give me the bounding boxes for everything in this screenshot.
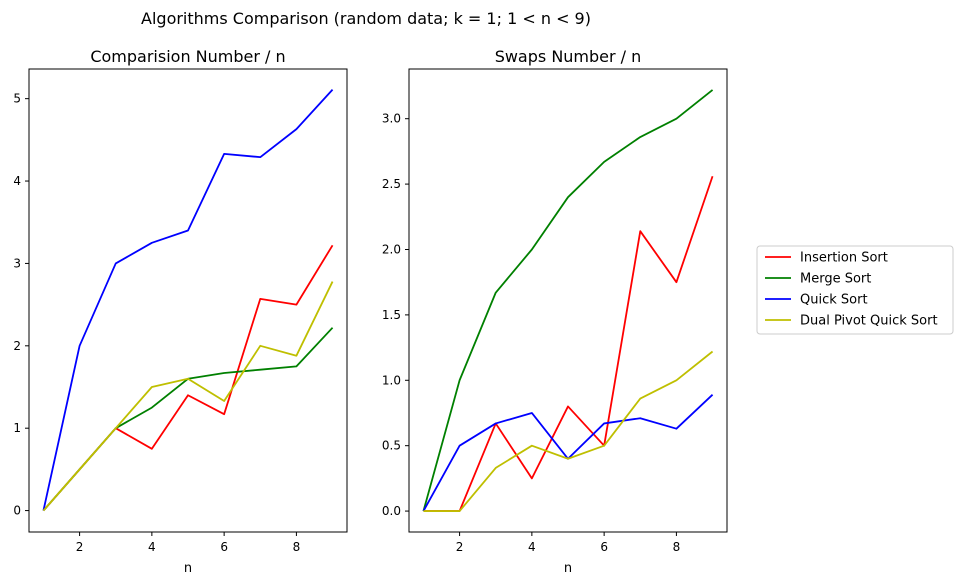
- y-tick-label: 1.5: [382, 308, 401, 322]
- series-line-merge-sort: [42, 327, 334, 512]
- legend-label-dual-pivot-quick-sort: Dual Pivot Quick Sort: [800, 314, 938, 329]
- y-tick-label: 0.5: [382, 439, 401, 453]
- chart-title: Comparision Number / n: [90, 47, 285, 66]
- x-tick-label: 6: [600, 540, 608, 554]
- y-tick-label: 3.0: [382, 112, 401, 126]
- y-tick-label: 0.0: [382, 504, 401, 518]
- x-tick-label: 2: [456, 540, 464, 554]
- x-tick-label: 6: [220, 540, 228, 554]
- y-tick-label: 2.0: [382, 242, 401, 256]
- legend-box: [756, 245, 954, 335]
- y-tick-label: 0: [13, 504, 21, 518]
- series-line-dual-pivot-quick-sort: [423, 350, 714, 512]
- legend-label-insertion-sort: Insertion Sort: [800, 251, 888, 266]
- y-tick-label: 5: [13, 92, 21, 106]
- y-tick-label: 2.5: [382, 177, 401, 191]
- y-tick-label: 3: [13, 256, 21, 270]
- y-tick-label: 1.0: [382, 373, 401, 387]
- series-line-dual-pivot-quick-sort: [42, 281, 334, 512]
- chart-panel-2: Swaps Number / n 2 4 6 8 0.0 0.5 1.0 1.5 2.0 2.5 3.…: [382, 47, 728, 576]
- axes-frame: [28, 68, 348, 533]
- x-axis-label: n: [184, 561, 192, 576]
- chart-panel-1: Comparision Number / n 2 4 6 8 0 1 2 3 4 5 n: [13, 47, 348, 576]
- series-line-merge-sort: [422, 89, 714, 512]
- figure-title: Algorithms Comparison (random data; k = …: [141, 9, 591, 28]
- legend-label-merge-sort: Merge Sort: [800, 272, 871, 287]
- y-tick-label: 2: [13, 339, 21, 353]
- x-tick-label: 8: [293, 540, 301, 554]
- y-tick-label: 1: [13, 421, 21, 435]
- chart-title: Swaps Number / n: [495, 47, 642, 66]
- series-line-insertion-sort: [423, 175, 714, 512]
- legend: Insertion Sort Merge Sort Quick Sort Dual P…: [756, 245, 954, 335]
- x-tick-label: 2: [76, 540, 84, 554]
- x-tick-label: 4: [528, 540, 536, 554]
- x-axis-label: n: [564, 561, 572, 576]
- series-line-quick-sort: [42, 88, 334, 511]
- axes-frame: [408, 68, 728, 533]
- legend-label-quick-sort: Quick Sort: [800, 293, 868, 308]
- y-tick-label: 4: [13, 174, 21, 188]
- x-tick-label: 8: [673, 540, 681, 554]
- x-tick-label: 4: [148, 540, 156, 554]
